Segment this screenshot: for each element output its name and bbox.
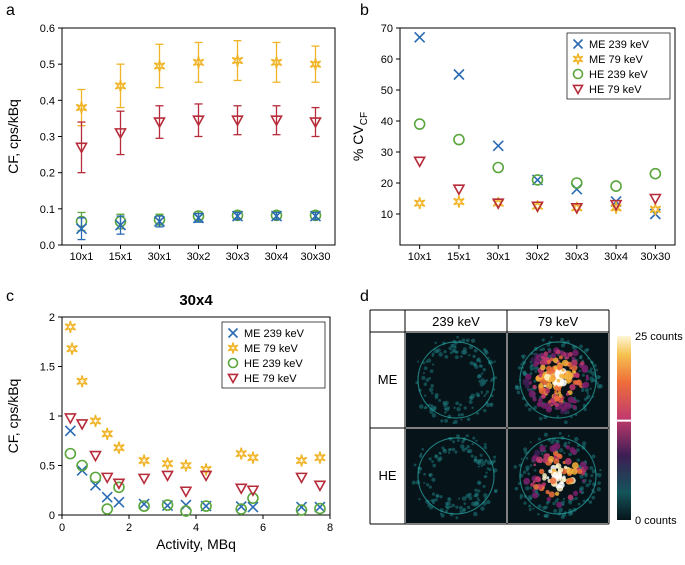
svg-text:10x1: 10x1 <box>408 251 432 263</box>
svg-text:2: 2 <box>49 312 55 324</box>
plot-b: 10 20 30 40 50 60 70 10x1 15x1 30x1 30x2 30x3 30x4 30… <box>345 10 685 270</box>
svg-text:CF, cps/kBq: CF, cps/kBq <box>5 99 21 174</box>
svg-text:0.1: 0.1 <box>40 204 55 216</box>
svg-text:CF, cps/kBq: CF, cps/kBq <box>5 379 21 454</box>
svg-text:30x30: 30x30 <box>301 251 331 263</box>
svg-text:2: 2 <box>126 522 132 534</box>
svg-text:ME 79 keV: ME 79 keV <box>589 54 643 66</box>
svg-text:10x1: 10x1 <box>70 251 94 263</box>
svg-text:HE: HE <box>378 468 396 483</box>
svg-text:ME 79 keV: ME 79 keV <box>244 343 298 355</box>
svg-text:15x1: 15x1 <box>109 251 133 263</box>
svg-text:4: 4 <box>193 522 199 534</box>
svg-text:30x3: 30x3 <box>565 251 589 263</box>
svg-text:HE 239 keV: HE 239 keV <box>589 69 648 81</box>
svg-text:70: 70 <box>381 23 393 35</box>
svg-text:30x3: 30x3 <box>226 251 250 263</box>
svg-text:ME: ME <box>378 372 398 387</box>
svg-text:30: 30 <box>381 147 393 159</box>
svg-text:0.4: 0.4 <box>40 95 55 107</box>
svg-text:0.2: 0.2 <box>40 168 55 180</box>
svg-text:30x1: 30x1 <box>148 251 172 263</box>
svg-text:30x4: 30x4 <box>604 251 628 263</box>
svg-text:10: 10 <box>381 209 393 221</box>
svg-text:30x4: 30x4 <box>179 292 213 309</box>
svg-text:0.5: 0.5 <box>40 59 55 71</box>
svg-text:1: 1 <box>49 411 55 423</box>
svg-text:30x2: 30x2 <box>526 251 550 263</box>
svg-text:15x1: 15x1 <box>447 251 471 263</box>
svg-text:HE 239 keV: HE 239 keV <box>244 358 303 370</box>
svg-text:HE 79 keV: HE 79 keV <box>244 373 297 385</box>
plot-c: 30x4 0 0.5 1 1.5 2 0 2 4 6 8 Activity, MBq CF, cps/k… <box>0 285 345 560</box>
svg-text:0: 0 <box>49 510 55 522</box>
svg-text:0.3: 0.3 <box>40 132 55 144</box>
svg-text:30x1: 30x1 <box>486 251 510 263</box>
svg-text:50: 50 <box>381 85 393 97</box>
svg-text:Activity, MBq: Activity, MBq <box>156 536 236 552</box>
svg-text:HE 79 keV: HE 79 keV <box>589 84 642 96</box>
svg-text:ME 239 keV: ME 239 keV <box>589 39 650 51</box>
svg-text:0.5: 0.5 <box>40 461 55 473</box>
panel-d: 239 keV 79 keV ME HE 25 counts 0 counts <box>345 285 685 560</box>
svg-text:0 counts: 0 counts <box>635 515 677 527</box>
svg-text:30x30: 30x30 <box>640 251 670 263</box>
svg-text:0.0: 0.0 <box>40 240 55 252</box>
svg-text:1.5: 1.5 <box>40 362 55 374</box>
svg-text:6: 6 <box>260 522 266 534</box>
svg-text:8: 8 <box>327 522 333 534</box>
svg-text:239 keV: 239 keV <box>432 314 480 329</box>
plot-a: 0.0 0.1 0.2 0.3 0.4 0.5 0.6 10x1 15x1 30x1 30x2 30x… <box>0 10 345 270</box>
svg-text:30x4: 30x4 <box>265 251 289 263</box>
svg-text:20: 20 <box>381 178 393 190</box>
svg-text:% CVCF: % CVCF <box>350 112 370 161</box>
svg-text:25 counts: 25 counts <box>635 331 683 343</box>
svg-text:ME 239 keV: ME 239 keV <box>244 328 305 340</box>
svg-text:0.6: 0.6 <box>40 23 55 35</box>
svg-text:0: 0 <box>59 522 65 534</box>
svg-text:40: 40 <box>381 116 393 128</box>
svg-text:79 keV: 79 keV <box>538 314 579 329</box>
svg-text:30x2: 30x2 <box>187 251 211 263</box>
svg-text:60: 60 <box>381 54 393 66</box>
